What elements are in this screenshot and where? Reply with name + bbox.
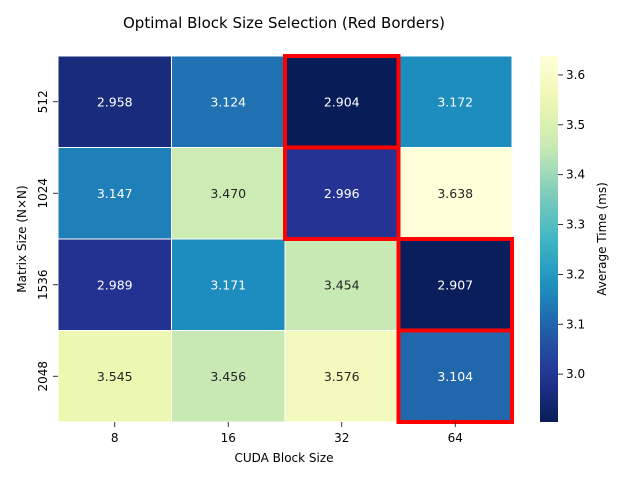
x-axis-label: CUDA Block Size xyxy=(234,451,333,465)
cell-value-label: 3.456 xyxy=(210,369,246,384)
heatmap-cell xyxy=(171,147,286,240)
heatmap-cell xyxy=(57,55,172,148)
cell-value-label: 3.638 xyxy=(437,186,473,201)
colorbar-bar xyxy=(540,56,558,422)
heatmap-cell xyxy=(57,147,172,240)
cell-value-label: 2.989 xyxy=(97,277,133,292)
colorbar: 3.0 3.1 3.2 3.3 3.4 3.5 3.6 Average Time (ms) xyxy=(540,56,609,422)
x-tick-label: 32 xyxy=(334,431,349,445)
cell-value-label: 3.454 xyxy=(324,277,360,292)
cell-value-label: 3.576 xyxy=(324,369,360,384)
heatmap-cell xyxy=(284,330,399,423)
cell-value-label: 3.545 xyxy=(97,369,133,384)
cell-value-label: 2.904 xyxy=(324,94,360,109)
colorbar-tick-label: 3.2 xyxy=(566,267,585,281)
colorbar-tick-label: 3.6 xyxy=(566,68,585,82)
x-tick-label: 8 xyxy=(111,431,119,445)
cell-value-label: 2.958 xyxy=(97,94,133,109)
x-tick-label: 64 xyxy=(448,431,463,445)
y-tick-label: 1024 xyxy=(36,178,50,209)
heatmap-cell xyxy=(57,330,172,423)
chart-title: Optimal Block Size Selection (Red Border… xyxy=(123,14,445,32)
colorbar-label: Average Time (ms) xyxy=(595,182,609,296)
colorbar-tick-label: 3.1 xyxy=(566,317,585,331)
colorbar-tick-label: 3.5 xyxy=(566,118,585,132)
y-tick-label: 512 xyxy=(36,90,50,113)
cell-value-label: 3.470 xyxy=(210,186,246,201)
optimal-cell-border xyxy=(283,145,401,241)
heatmap-cell xyxy=(171,55,286,148)
y-tick-label: 2048 xyxy=(36,361,50,392)
y-axis-label: Matrix Size (N×N) xyxy=(15,185,29,292)
cell-value-label: 2.996 xyxy=(324,186,360,201)
heatmap-cell xyxy=(398,55,513,148)
cell-value-label: 2.907 xyxy=(437,277,473,292)
cell-value-label: 3.124 xyxy=(210,94,246,109)
colorbar-tick-label: 3.0 xyxy=(566,367,585,381)
y-axis-ticks: 512 1024 1536 2048 xyxy=(36,90,58,392)
heatmap-cell xyxy=(398,238,513,331)
heatmap-cell xyxy=(171,238,286,331)
heatmap-cells xyxy=(57,55,513,423)
y-tick-label: 1536 xyxy=(36,269,50,300)
heatmap-cell-labels: 2.958 3.124 2.904 3.172 3.147 3.470 2.996 3.638… xyxy=(97,94,473,384)
cell-value-label: 3.171 xyxy=(210,277,246,292)
cell-value-label: 3.172 xyxy=(437,94,473,109)
x-tick-label: 16 xyxy=(221,431,236,445)
colorbar-tick-label: 3.4 xyxy=(566,168,585,182)
cell-value-label: 3.147 xyxy=(97,186,133,201)
cell-value-label: 3.104 xyxy=(437,369,473,384)
x-axis-ticks: 8 16 32 64 xyxy=(111,422,463,445)
heatmap-cell xyxy=(398,147,513,240)
colorbar-ticks: 3.0 3.1 3.2 3.3 3.4 3.5 3.6 xyxy=(558,68,585,381)
heatmap-cell xyxy=(171,330,286,423)
colorbar-tick-label: 3.3 xyxy=(566,218,585,232)
